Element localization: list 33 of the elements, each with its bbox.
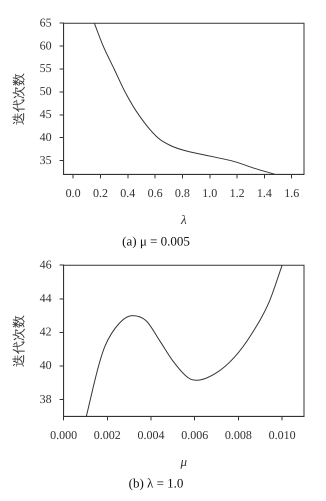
- y-tick-label: 40: [40, 358, 52, 372]
- x-tick-label: 0.000: [50, 428, 78, 442]
- text: (a) μ = 0.005: [122, 234, 190, 249]
- x-tick-label: 0.8: [174, 186, 190, 200]
- x-axis-title: λ: [180, 212, 187, 228]
- y-axis-title: 迭代次数: [11, 72, 26, 125]
- y-tick-label: 45: [40, 106, 52, 121]
- x-tick-label: 1.4: [256, 186, 272, 200]
- x-tick-label: 0.6: [148, 186, 163, 200]
- y-axis-title: 迭代次数: [11, 314, 26, 367]
- y-tick-label: 40: [40, 130, 52, 144]
- y-tick-label: 38: [40, 392, 52, 406]
- x-tick-label: 0.0: [66, 186, 81, 200]
- y-tick-label: 35: [40, 152, 52, 167]
- x-axis-title: μ: [180, 454, 188, 470]
- x-tick-label: 1.0: [202, 186, 218, 200]
- x-tick-label: 0.004: [138, 428, 165, 442]
- y-tick-label: 50: [40, 84, 52, 98]
- x-tick-label: 1.6: [284, 186, 300, 200]
- y-tick-label: 46: [40, 257, 52, 272]
- x-tick-label: 0.006: [181, 428, 208, 442]
- x-tick-label: 0.002: [94, 428, 121, 442]
- y-tick-label: 60: [40, 38, 52, 52]
- x-tick-label: 0.010: [268, 428, 296, 442]
- x-tick-label: 1.2: [230, 186, 245, 200]
- y-tick-label: 44: [40, 290, 52, 305]
- y-tick-label: 65: [40, 15, 52, 30]
- text: (b) λ = 1.0: [128, 476, 184, 491]
- y-tick-label: 42: [40, 324, 52, 339]
- y-tick-label: 55: [40, 61, 52, 76]
- x-tick-label: 0.2: [92, 186, 108, 200]
- x-tick-label: 0.4: [120, 186, 136, 200]
- x-tick-label: 0.008: [224, 428, 252, 442]
